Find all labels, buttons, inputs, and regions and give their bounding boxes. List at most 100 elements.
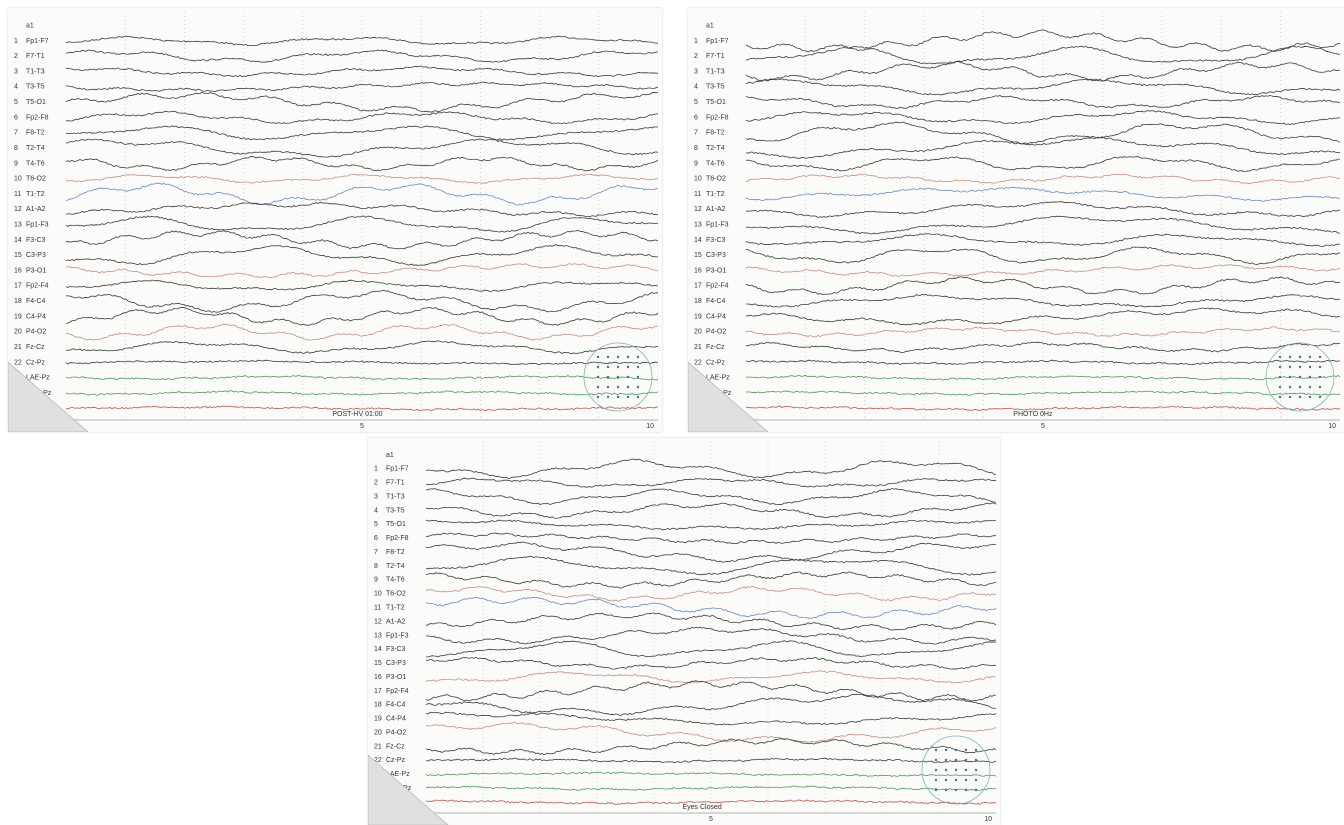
channel-label: T3-T5 bbox=[386, 507, 405, 514]
channel-label: LAE-Pz bbox=[26, 375, 50, 382]
channel-label: Fp1-F7 bbox=[26, 38, 49, 45]
channel-label: C4-P4 bbox=[386, 716, 406, 723]
electrode bbox=[1299, 396, 1301, 398]
electrode bbox=[617, 386, 619, 388]
channel-number: 17 bbox=[374, 688, 382, 695]
channel-number: 21 bbox=[374, 743, 382, 750]
electrode bbox=[1299, 386, 1301, 388]
channel-number: 11 bbox=[14, 191, 21, 198]
channel-label: Cz-Pz bbox=[706, 359, 726, 366]
electrode bbox=[617, 356, 619, 358]
channel-label: Fp2-F8 bbox=[706, 114, 729, 121]
channel-number: 19 bbox=[694, 313, 702, 320]
channel-number: 1 bbox=[14, 38, 18, 45]
electrode bbox=[627, 356, 629, 358]
channel-number: 11 bbox=[694, 191, 701, 198]
eeg-trace bbox=[426, 671, 996, 683]
eeg-trace bbox=[746, 342, 1340, 352]
channel-label: LAE-Pz bbox=[706, 375, 730, 382]
eeg-trace bbox=[66, 245, 658, 266]
channel-label: F8-T2 bbox=[26, 130, 45, 137]
eeg-trace bbox=[426, 587, 996, 602]
channel-number: 9 bbox=[694, 160, 698, 167]
time-tick: 10 bbox=[984, 816, 992, 823]
folded-corner bbox=[688, 362, 768, 432]
channel-label: T1-T3 bbox=[26, 68, 45, 75]
channel-label: Fz-Cz bbox=[26, 344, 45, 351]
electrode bbox=[617, 376, 619, 378]
eeg-trace bbox=[66, 174, 658, 183]
annotation: PHOTO 0Hz bbox=[1013, 411, 1053, 418]
channel-number: 12 bbox=[14, 206, 22, 213]
channel-label: T1-T3 bbox=[706, 68, 725, 75]
electrode bbox=[945, 779, 947, 781]
folded-corner bbox=[8, 362, 88, 432]
channel-number: 15 bbox=[374, 660, 382, 667]
channel-number: 5 bbox=[14, 99, 18, 106]
electrode bbox=[965, 789, 967, 791]
channel-label: T1-T2 bbox=[26, 191, 45, 198]
electrode bbox=[637, 356, 639, 358]
channel-number: 16 bbox=[374, 674, 382, 681]
electrode bbox=[607, 386, 609, 388]
channel-number: 12 bbox=[694, 206, 702, 213]
electrode bbox=[975, 749, 977, 751]
electrode bbox=[1309, 356, 1311, 358]
channel-number: 17 bbox=[694, 283, 702, 290]
electrode bbox=[945, 759, 947, 761]
electrode bbox=[1289, 396, 1291, 398]
time-tick: 10 bbox=[1328, 423, 1336, 430]
page: a11Fp1-F72F7-T13T1-T34T3-T55T5-O16Fp2-F8… bbox=[0, 0, 1344, 825]
annotation: POST-HV 01:00 bbox=[332, 411, 382, 418]
electrode bbox=[627, 376, 629, 378]
channel-label: Fp1-F3 bbox=[706, 221, 729, 228]
channel-label: P4-O2 bbox=[26, 329, 46, 336]
channel-number: 4 bbox=[694, 84, 698, 91]
channel-label: C4-P4 bbox=[706, 313, 726, 320]
channel-label: F8-T2 bbox=[706, 130, 725, 137]
channel-label: Cz-Pz bbox=[386, 757, 406, 764]
electrode bbox=[945, 769, 947, 771]
channel-label: F7-T1 bbox=[386, 480, 405, 487]
electrode bbox=[1319, 396, 1321, 398]
electrode bbox=[955, 769, 957, 771]
channel-label: P4-O2 bbox=[706, 329, 726, 336]
channel-number: 6 bbox=[374, 535, 378, 542]
electrode bbox=[975, 779, 977, 781]
channel-label: A1-A2 bbox=[26, 206, 46, 213]
channel-label: C3-P3 bbox=[706, 252, 726, 259]
channel-label: T4-T6 bbox=[706, 160, 725, 167]
channel-label: Fp2-F4 bbox=[706, 283, 729, 290]
channel-number: 12 bbox=[374, 618, 382, 625]
channel-label: F7-T1 bbox=[706, 53, 725, 60]
eeg-trace bbox=[66, 183, 658, 205]
channel-label: T2-T4 bbox=[26, 145, 45, 152]
electrode bbox=[597, 386, 599, 388]
channel-label: Fp2-F4 bbox=[386, 688, 409, 695]
eeg-trace bbox=[426, 597, 996, 618]
channel-number: 19 bbox=[374, 716, 382, 723]
channel-label: Fp2-F8 bbox=[386, 535, 409, 542]
eeg-trace bbox=[66, 280, 658, 292]
channel-number: 16 bbox=[14, 267, 22, 274]
electrode bbox=[1289, 356, 1291, 358]
electrode bbox=[1279, 356, 1281, 358]
electrode bbox=[637, 376, 639, 378]
electrode bbox=[955, 779, 957, 781]
channel-number: 8 bbox=[694, 145, 698, 152]
channel-number: 9 bbox=[374, 577, 378, 584]
electrode bbox=[597, 366, 599, 368]
eeg-trace bbox=[66, 139, 658, 158]
channel-number: 11 bbox=[374, 605, 381, 612]
electrode bbox=[1309, 396, 1311, 398]
electrode bbox=[617, 396, 619, 398]
electrode bbox=[1309, 386, 1311, 388]
channel-label: a1 bbox=[706, 22, 714, 29]
electrode bbox=[1319, 366, 1321, 368]
channel-label: A1-A2 bbox=[706, 206, 726, 213]
channel-label: T1-T3 bbox=[386, 493, 405, 500]
electrode bbox=[965, 759, 967, 761]
channel-label: F4-C4 bbox=[26, 298, 46, 305]
electrode bbox=[945, 749, 947, 751]
